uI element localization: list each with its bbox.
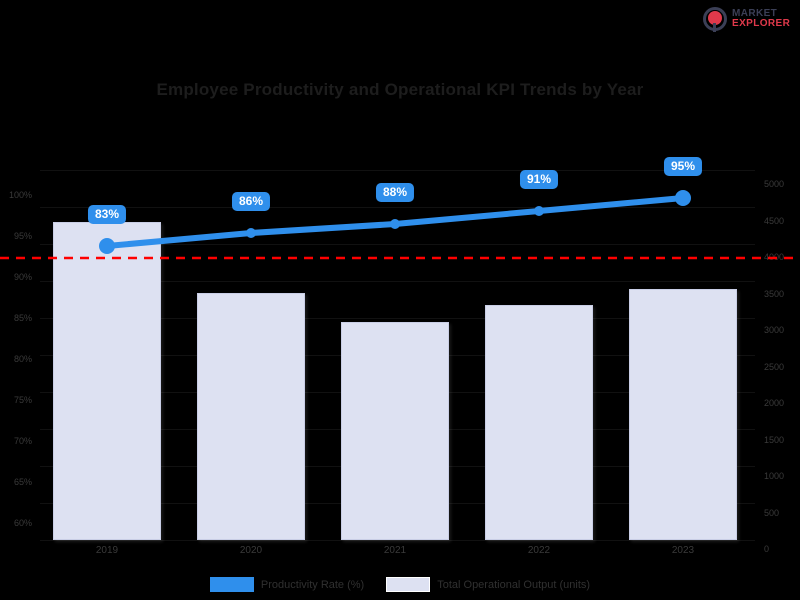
legend-swatch-bar xyxy=(386,577,431,592)
bar-2019[interactable] xyxy=(53,222,161,540)
right-axis: 5000450040003500300025002000150010005000 xyxy=(760,170,800,554)
bar-2023[interactable] xyxy=(629,289,737,540)
right-axis-tick: 5000 xyxy=(764,179,785,189)
bar-2021[interactable] xyxy=(341,322,449,540)
gridline xyxy=(40,207,755,208)
left-axis: 100% 95% 90% 85% 80% 75% 70% 65% 60% xyxy=(0,170,36,540)
right-axis-tick: 500 xyxy=(764,507,780,518)
right-axis-tick: 1000 xyxy=(764,471,785,481)
line-marker[interactable] xyxy=(99,238,115,254)
value-label-2023: 95% xyxy=(663,157,703,176)
x-axis-label-2019: 2019 xyxy=(95,545,119,556)
plot-area: 83% 86% 88% 91% 95% xyxy=(0,157,795,541)
logo-stem-shape xyxy=(713,23,716,32)
left-axis-tick: 95% xyxy=(13,231,32,241)
legend-item-1[interactable]: Productivity Rate (%) xyxy=(209,577,365,592)
logo-dot-shape xyxy=(708,11,722,25)
line-series-svg xyxy=(0,190,795,260)
right-axis-tick: 2000 xyxy=(764,398,785,408)
logo-mark-icon xyxy=(702,6,728,32)
legend-label: Total Operational Output (units) xyxy=(437,578,591,591)
line-marker[interactable] xyxy=(534,206,544,216)
right-axis-tick: 4500 xyxy=(764,215,785,226)
value-label-2020: 86% xyxy=(231,192,271,211)
legend-item-2[interactable]: Total Operational Output (units) xyxy=(386,577,590,592)
left-axis-tick: 85% xyxy=(13,313,32,323)
left-axis-tick: 75% xyxy=(13,395,32,405)
left-axis-tick: 80% xyxy=(13,354,32,364)
logo-wordmark: MARKET EXPLORER xyxy=(732,7,791,30)
right-axis-tick: 0 xyxy=(764,544,770,554)
left-axis-tick: 65% xyxy=(13,477,32,487)
line-marker[interactable] xyxy=(390,219,400,229)
chart-title: Employee Productivity and Operational KP… xyxy=(156,80,644,99)
line-markers xyxy=(99,190,691,254)
logo-line-2: EXPLORER xyxy=(732,18,791,29)
gridline xyxy=(40,318,755,319)
right-axis-tick: 2500 xyxy=(764,361,785,372)
right-axis-tick: 3500 xyxy=(764,288,785,299)
left-axis-tick: 60% xyxy=(13,518,32,528)
gridline xyxy=(40,170,755,171)
left-axis-tick: 90% xyxy=(13,272,32,282)
value-label-2021: 88% xyxy=(375,183,415,202)
chart-legend: Productivity Rate (%) Total Operational O… xyxy=(0,577,800,592)
legend-swatch-line xyxy=(209,577,254,592)
gridline xyxy=(40,244,755,245)
left-axis-tick: 100% xyxy=(8,190,32,200)
bar-2020[interactable] xyxy=(197,293,305,540)
x-axis-label-2022: 2022 xyxy=(527,545,551,556)
legend-label: Productivity Rate (%) xyxy=(260,578,365,591)
x-axis-label-2023: 2023 xyxy=(671,545,695,556)
value-label-2019: 83% xyxy=(87,205,127,224)
brand-logo: MARKET EXPLORER xyxy=(702,4,794,34)
bar-2022[interactable] xyxy=(485,305,593,540)
right-axis-tick: 3000 xyxy=(764,325,785,335)
gridline xyxy=(40,540,755,541)
x-axis-label-2021: 2021 xyxy=(383,545,407,556)
value-label-2022: 91% xyxy=(519,170,559,189)
gridline xyxy=(40,281,755,282)
line-marker[interactable] xyxy=(246,228,256,238)
right-axis-tick: 1500 xyxy=(764,434,785,445)
x-axis-label-2020: 2020 xyxy=(239,545,263,556)
logo-line-1: MARKET xyxy=(732,7,778,19)
line-marker[interactable] xyxy=(675,190,691,206)
left-axis-tick: 70% xyxy=(13,436,32,446)
